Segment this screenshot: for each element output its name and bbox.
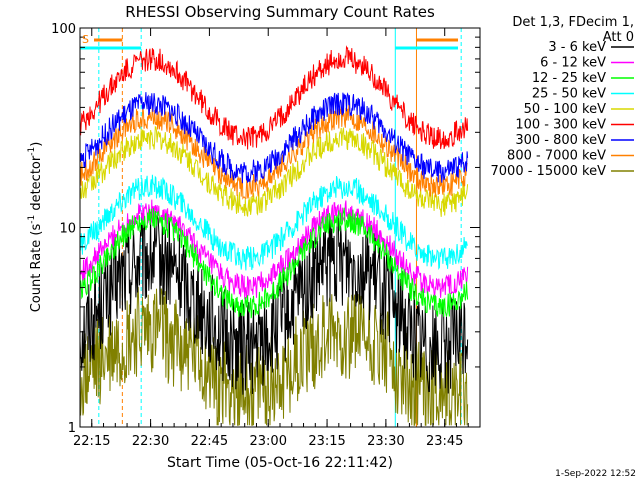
x-axis: 22:15 22:30 22:45 23:00 23:15 23:30 23:45 xyxy=(73,28,469,449)
legend-label-7: 800 - 7000 keV xyxy=(507,149,606,164)
legend-label-1: 6 - 12 keV xyxy=(540,56,606,71)
y-axis-label-rest: detector xyxy=(29,155,44,215)
saa-flag: S xyxy=(82,33,89,46)
series-line-6 xyxy=(79,92,469,184)
series-line-4 xyxy=(79,126,469,217)
series-line-0 xyxy=(79,211,469,395)
legend-label-4: 50 - 100 keV xyxy=(524,102,607,117)
y-tick-label-1: 10 xyxy=(59,222,76,237)
legend-header-line2: Att 0 xyxy=(603,30,634,45)
timestamp: 1-Sep-2022 12:52 xyxy=(555,469,636,479)
y-axis: 1 10 100 xyxy=(51,22,480,436)
x-tick-label-4: 23:15 xyxy=(308,434,345,449)
y-axis-label-main: Count Rate (s xyxy=(29,224,44,313)
series-line-1 xyxy=(79,199,469,300)
x-tick-label-6: 23:45 xyxy=(426,434,463,449)
series-line-5 xyxy=(79,45,469,150)
legend-label-2: 12 - 25 keV xyxy=(532,71,606,86)
legend-label-6: 300 - 800 keV xyxy=(515,133,606,148)
y-tick-label-0: 1 xyxy=(68,421,76,436)
legend-label-5: 100 - 300 keV xyxy=(515,118,606,133)
x-tick-label-2: 22:45 xyxy=(191,434,228,449)
series-line-2 xyxy=(79,207,469,319)
series-line-8 xyxy=(79,287,469,427)
legend-header-line1: Det 1,3, FDecim 1, xyxy=(512,15,634,30)
x-tick-label-0: 22:15 xyxy=(73,434,110,449)
legend-label-3: 25 - 50 keV xyxy=(532,87,606,102)
y-tick-label-2: 100 xyxy=(51,22,76,37)
x-tick-label-1: 22:30 xyxy=(132,434,169,449)
y-axis-label-sup2: -1 xyxy=(27,147,37,156)
x-axis-label: Start Time (05-Oct-16 22:11:42) xyxy=(167,455,393,471)
series-line-3 xyxy=(79,174,468,271)
chart-title: RHESSI Observing Summary Count Rates xyxy=(125,3,435,21)
x-tick-label-5: 23:30 xyxy=(367,434,404,449)
y-axis-label-end: ) xyxy=(29,142,44,147)
legend-label-0: 3 - 6 keV xyxy=(548,40,606,55)
x-tick-label-3: 23:00 xyxy=(250,434,287,449)
legend-label-8: 7000 - 15000 keV xyxy=(491,164,607,179)
y-axis-label: Count Rate (s-1 detector-1) xyxy=(27,142,44,313)
plot-area xyxy=(79,28,469,427)
y-axis-label-sup1: -1 xyxy=(27,215,37,224)
